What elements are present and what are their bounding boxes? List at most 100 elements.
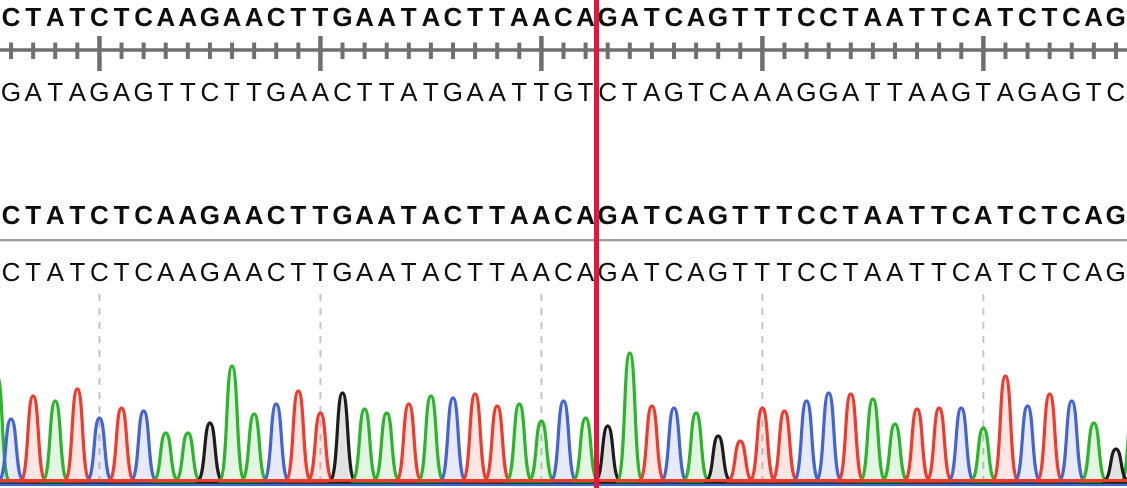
base-letter[interactable]: T [643, 200, 660, 230]
base-letter[interactable]: A [973, 200, 993, 230]
base-letter[interactable]: C [266, 200, 286, 230]
base-letter[interactable]: T [776, 200, 793, 230]
base-letter[interactable]: A [686, 2, 706, 32]
base-letter[interactable]: T [467, 200, 483, 230]
base-letter[interactable]: T [1041, 2, 1058, 32]
base-letter[interactable]: A [222, 200, 242, 230]
base-letter[interactable]: C [90, 200, 109, 230]
base-letter[interactable]: T [179, 77, 196, 107]
base-letter[interactable]: T [157, 77, 174, 107]
base-letter[interactable]: T [732, 2, 749, 32]
base-letter[interactable]: G [663, 77, 684, 107]
base-letter[interactable]: T [356, 77, 373, 107]
base-letter[interactable]: T [732, 257, 749, 287]
base-letter[interactable]: C [266, 257, 286, 287]
base-letter[interactable]: T [489, 257, 506, 287]
base-letter[interactable]: C [664, 257, 684, 287]
base-letter[interactable]: G [950, 77, 972, 107]
base-letter[interactable]: C [266, 2, 286, 32]
base-letter[interactable]: T [489, 200, 506, 230]
base-letter[interactable]: T [577, 77, 594, 107]
base-letter[interactable]: T [908, 2, 925, 32]
base-letter[interactable]: A [1084, 200, 1104, 230]
base-letter[interactable]: A [355, 200, 374, 230]
base-letter[interactable]: T [69, 200, 86, 230]
base-letter[interactable]: C [819, 200, 838, 230]
cursor-line[interactable] [594, 0, 599, 488]
base-letter[interactable]: C [819, 257, 838, 287]
base-letter[interactable]: T [997, 2, 1014, 32]
base-letter[interactable]: A [885, 2, 905, 32]
base-letter[interactable]: T [997, 200, 1014, 230]
base-letter[interactable]: C [797, 2, 816, 32]
base-letter[interactable]: T [69, 257, 86, 287]
base-letter[interactable]: C [664, 200, 684, 230]
base-letter[interactable]: C [200, 77, 220, 107]
base-letter[interactable]: C [1062, 2, 1081, 32]
base-letter[interactable]: A [908, 77, 926, 107]
base-letter[interactable]: T [1041, 257, 1058, 287]
base-letter[interactable]: A [863, 2, 883, 32]
base-letter[interactable]: A [532, 257, 550, 287]
base-letter[interactable]: A [377, 2, 397, 32]
base-letter[interactable]: G [1105, 200, 1126, 230]
base-letter[interactable]: C [797, 200, 816, 230]
base-letter[interactable]: A [400, 77, 418, 107]
base-letter[interactable]: A [223, 257, 241, 287]
base-letter[interactable]: G [199, 200, 220, 230]
base-letter[interactable]: C [134, 200, 153, 230]
base-letter[interactable]: G [266, 77, 287, 107]
base-letter[interactable]: A [753, 77, 771, 107]
base-letter[interactable]: A [886, 257, 904, 287]
base-letter[interactable]: T [842, 2, 859, 32]
base-letter[interactable]: A [46, 257, 64, 287]
base-letter[interactable]: A [244, 2, 264, 32]
base-letter[interactable]: A [68, 77, 86, 107]
base-letter[interactable]: C [708, 77, 728, 107]
base-letter[interactable]: T [312, 257, 329, 287]
base-letter[interactable]: T [467, 257, 483, 287]
base-letter[interactable]: A [421, 200, 441, 230]
base-letter[interactable]: G [597, 200, 618, 230]
base-letter[interactable]: T [400, 2, 417, 32]
base-letter[interactable]: A [510, 257, 528, 287]
base-letter[interactable]: T [400, 200, 417, 230]
base-letter[interactable]: A [885, 200, 905, 230]
base-letter[interactable]: A [156, 200, 176, 230]
base-letter[interactable]: C [1017, 257, 1037, 287]
base-letter[interactable]: A [576, 2, 595, 32]
base-letter[interactable]: T [25, 200, 42, 230]
base-letter[interactable]: A [864, 257, 882, 287]
base-letter[interactable]: C [333, 77, 352, 107]
base-letter[interactable]: G [0, 77, 22, 107]
base-letter[interactable]: A [973, 2, 993, 32]
base-letter[interactable]: T [643, 257, 660, 287]
base-letter[interactable]: G [707, 200, 729, 230]
base-letter[interactable]: C [1062, 200, 1081, 230]
base-letter[interactable]: C [554, 200, 573, 230]
base-letter[interactable]: A [686, 200, 706, 230]
sequence-ruler[interactable] [0, 33, 1127, 75]
base-letter[interactable]: G [818, 77, 839, 107]
base-letter[interactable]: C [951, 2, 971, 32]
base-letter[interactable]: C [134, 257, 153, 287]
base-letter[interactable]: C [443, 257, 463, 287]
base-letter[interactable]: A [974, 257, 992, 287]
base-letter[interactable]: G [1017, 77, 1038, 107]
base-letter[interactable]: T [422, 77, 439, 107]
base-letter[interactable]: T [931, 2, 947, 32]
base-letter[interactable]: G [332, 200, 353, 230]
base-letter[interactable]: T [842, 200, 859, 230]
base-letter[interactable]: C [819, 2, 838, 32]
base-letter[interactable]: A [289, 77, 307, 107]
chromatogram-trace[interactable] [0, 288, 1127, 488]
base-letter[interactable]: A [488, 77, 506, 107]
base-letter[interactable]: T [754, 2, 771, 32]
base-letter[interactable]: T [47, 77, 64, 107]
base-letter[interactable]: A [996, 77, 1014, 107]
base-letter[interactable]: G [707, 2, 729, 32]
base-letter[interactable]: A [466, 77, 484, 107]
base-letter[interactable]: C [664, 2, 684, 32]
base-letter[interactable]: A [841, 77, 860, 107]
base-letter[interactable]: T [842, 257, 859, 287]
